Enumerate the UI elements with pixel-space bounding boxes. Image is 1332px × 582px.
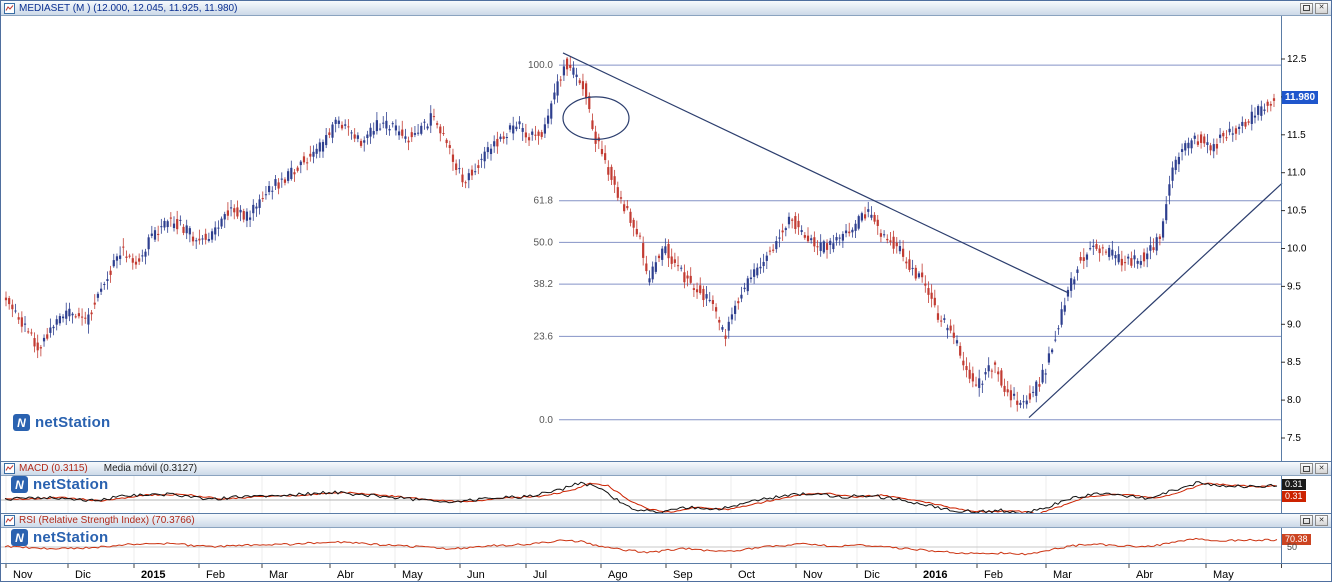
svg-text:Nov: Nov: [13, 569, 33, 581]
svg-text:Nov: Nov: [803, 569, 823, 581]
price-chart-area[interactable]: 100.061.850.038.223.60.012.512.011.511.0…: [1, 16, 1331, 461]
svg-text:10.5: 10.5: [1287, 206, 1307, 217]
chart-icon: [4, 2, 15, 14]
svg-text:Mar: Mar: [1053, 569, 1072, 581]
price-chart-canvas[interactable]: 100.061.850.038.223.60.012.512.011.511.0…: [1, 16, 1331, 461]
svg-text:11.0: 11.0: [1287, 168, 1306, 179]
price-panel: MEDIASET (M ) (12.000, 12.045, 11.925, 1…: [1, 1, 1331, 461]
time-axis[interactable]: Nov Dic 2015 Feb Mar Abr May Jun Jul Ago Sep Oct Nov…: [1, 563, 1331, 581]
svg-text:Abr: Abr: [1136, 569, 1153, 581]
close-button[interactable]: ✕: [1315, 515, 1328, 526]
price-panel-title: MEDIASET (M ) (12.000, 12.045, 11.925, 1…: [19, 2, 238, 14]
macd-signal-title: Media móvil (0.3127): [103, 463, 198, 474]
svg-text:May: May: [1213, 569, 1234, 581]
rsi-panel: RSI (Relative Strength Index) (70.3766) …: [1, 513, 1331, 564]
svg-text:9.5: 9.5: [1287, 281, 1301, 292]
svg-text:Dic: Dic: [75, 569, 91, 581]
svg-text:2016: 2016: [923, 569, 947, 581]
svg-text:9.0: 9.0: [1287, 319, 1301, 330]
svg-text:50.0: 50.0: [534, 237, 554, 248]
rsi-panel-titlebar[interactable]: RSI (Relative Strength Index) (70.3766) …: [1, 514, 1331, 528]
svg-text:38.2: 38.2: [534, 279, 554, 290]
rsi-title: RSI (Relative Strength Index) (70.3766): [19, 515, 195, 526]
macd-chart-canvas[interactable]: [1, 476, 1331, 514]
svg-text:May: May: [402, 569, 423, 581]
chart-icon: [4, 515, 15, 526]
maximize-button[interactable]: [1300, 515, 1313, 526]
window-buttons: ✕: [1300, 2, 1328, 14]
rsi-chart-area[interactable]: N netStation 70.38 50: [1, 528, 1331, 564]
rsi-midlevel-label: 50: [1287, 542, 1298, 552]
svg-text:Jun: Jun: [467, 569, 485, 581]
svg-text:100.0: 100.0: [528, 60, 553, 71]
svg-text:Feb: Feb: [984, 569, 1003, 581]
rsi-chart-canvas[interactable]: [1, 528, 1331, 564]
maximize-icon: [1303, 465, 1310, 472]
svg-text:Feb: Feb: [206, 569, 225, 581]
macd-title: MACD (0.3115): [19, 463, 88, 474]
rsi-value-tag: 70.38: [1282, 534, 1311, 546]
svg-text:12.5: 12.5: [1287, 54, 1307, 65]
macd-value-tag: 0.31: [1282, 479, 1306, 490]
maximize-icon: [1303, 5, 1310, 11]
svg-text:10.0: 10.0: [1287, 244, 1307, 255]
svg-text:0.0: 0.0: [539, 415, 553, 426]
svg-text:Mar: Mar: [269, 569, 288, 581]
maximize-button[interactable]: [1300, 463, 1313, 474]
macd-panel-titlebar[interactable]: MACD (0.3115) Media móvil (0.3127) ✕: [1, 462, 1331, 476]
last-price-tag: 11.980: [1282, 91, 1319, 105]
close-icon: ✕: [1318, 4, 1325, 11]
window-buttons: ✕: [1300, 463, 1328, 474]
maximize-button[interactable]: [1300, 2, 1313, 14]
svg-text:8.5: 8.5: [1287, 357, 1301, 368]
svg-text:61.8: 61.8: [534, 196, 554, 207]
svg-text:2015: 2015: [141, 569, 165, 581]
svg-text:8.0: 8.0: [1287, 395, 1301, 406]
svg-text:Sep: Sep: [673, 569, 693, 581]
svg-text:7.5: 7.5: [1287, 433, 1301, 444]
window-buttons: ✕: [1300, 515, 1328, 526]
svg-text:Jul: Jul: [533, 569, 547, 581]
chart-icon: [4, 463, 15, 474]
macd-chart-area[interactable]: N netStation 0.31 0.31: [1, 476, 1331, 514]
close-button[interactable]: ✕: [1315, 2, 1328, 14]
close-icon: ✕: [1318, 516, 1325, 524]
macd-panel: MACD (0.3115) Media móvil (0.3127) ✕ N n…: [1, 461, 1331, 514]
svg-text:11.5: 11.5: [1287, 130, 1306, 141]
svg-text:Abr: Abr: [337, 569, 354, 581]
close-button[interactable]: ✕: [1315, 463, 1328, 474]
price-panel-titlebar[interactable]: MEDIASET (M ) (12.000, 12.045, 11.925, 1…: [1, 1, 1331, 16]
svg-text:Ago: Ago: [608, 569, 628, 581]
macd-signal-value-tag: 0.31: [1282, 491, 1306, 502]
svg-text:Oct: Oct: [738, 569, 755, 581]
svg-text:Dic: Dic: [864, 569, 880, 581]
svg-text:23.6: 23.6: [534, 331, 554, 342]
maximize-icon: [1303, 517, 1310, 524]
close-icon: ✕: [1318, 464, 1325, 472]
time-axis-canvas: Nov Dic 2015 Feb Mar Abr May Jun Jul Ago Sep Oct Nov…: [5, 564, 1282, 581]
